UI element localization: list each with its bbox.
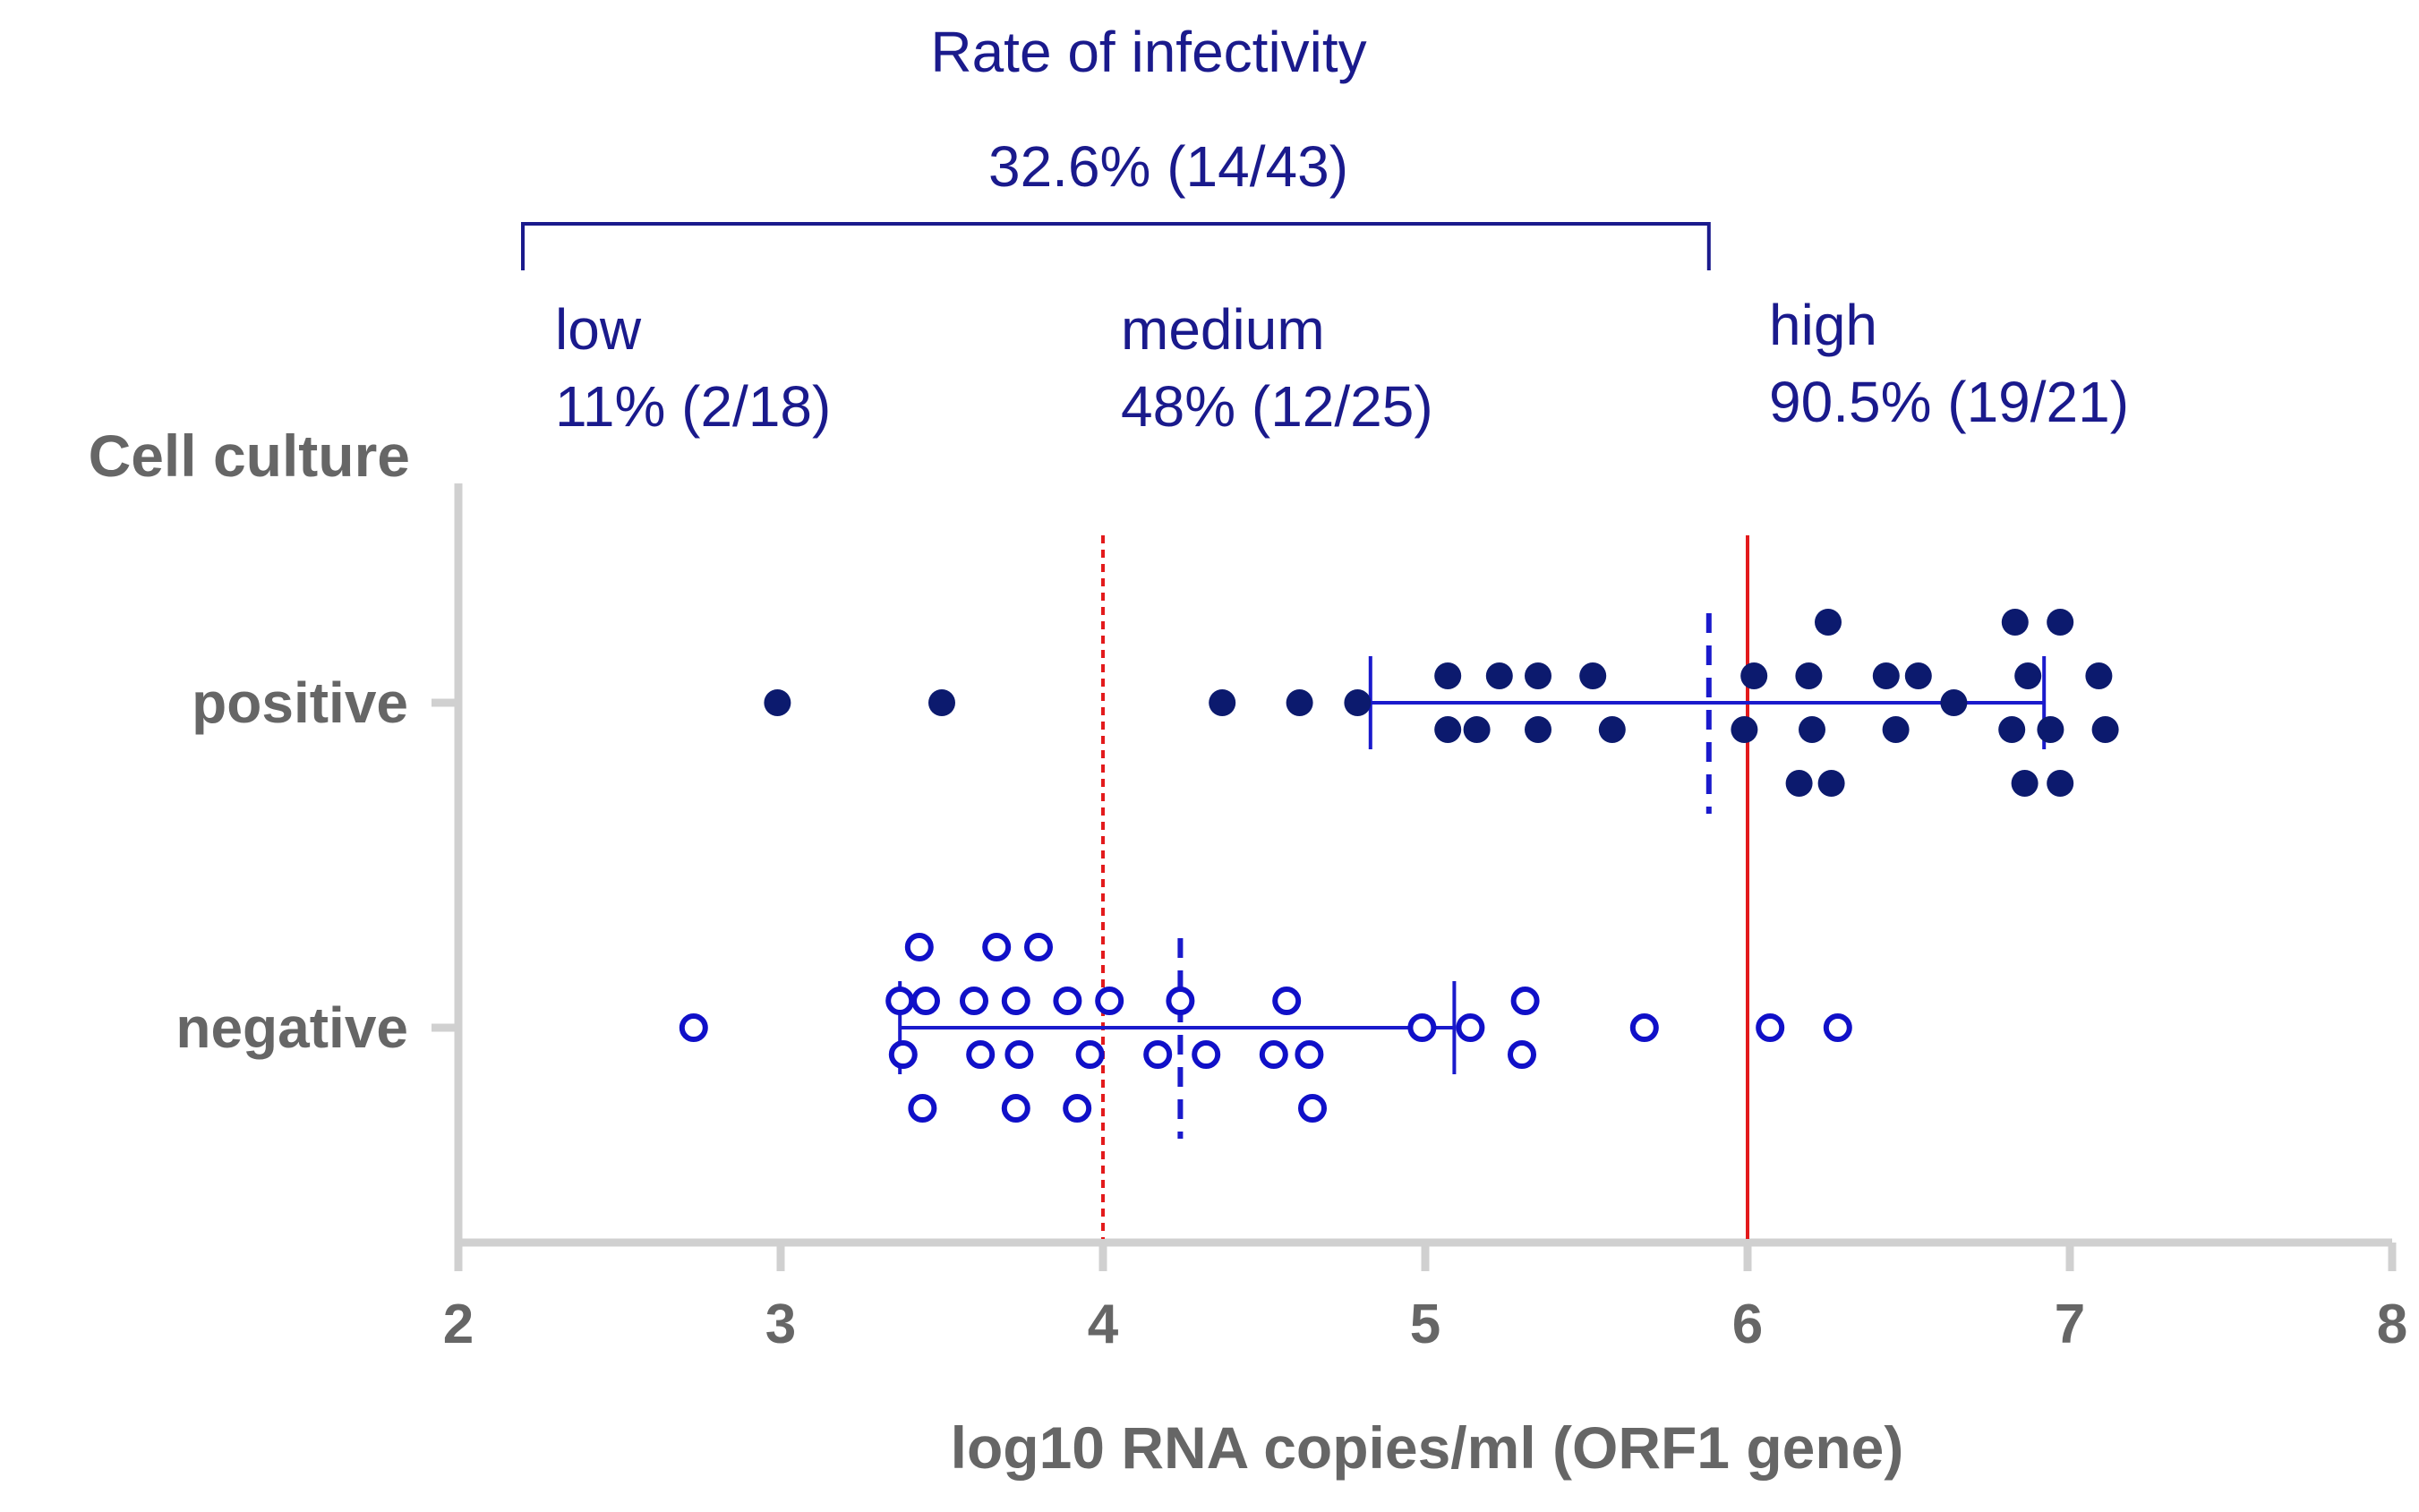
data-point-negative	[1001, 987, 1030, 1015]
data-point-positive	[1882, 716, 1910, 743]
threshold-lines	[1101, 535, 1749, 1239]
axes: positive negative 2 3 4 5 6 7 8 log10 RNA copi…	[175, 483, 2407, 1481]
data-point-negative	[904, 933, 934, 961]
zone-rate-high: 90.5% (19/21)	[1769, 370, 2129, 434]
data-point-negative	[908, 1094, 937, 1123]
data-point-negative	[1192, 1040, 1221, 1069]
data-point-negative	[1456, 1013, 1485, 1042]
header-bracket	[521, 222, 1711, 270]
data-point-negative	[885, 987, 915, 1015]
data-point-positive	[1286, 689, 1313, 716]
zone-rate-low: 11% (2/18)	[555, 374, 831, 439]
data-point-negative	[888, 1040, 918, 1069]
y-tick-label-positive: positive	[192, 671, 408, 735]
y-axis-title: Cell culture	[89, 423, 410, 489]
zone-label-medium: medium	[1121, 297, 1325, 362]
series	[679, 609, 2119, 1139]
x-tick-label: 3	[765, 1294, 796, 1355]
data-point-positive	[1817, 770, 1845, 797]
data-point-positive	[1209, 689, 1236, 716]
zone-labels: low 11% (2/18) medium 48% (12/25) high 9…	[555, 293, 2129, 439]
data-point-positive	[2001, 609, 2029, 636]
data-point-negative	[1001, 1094, 1030, 1123]
data-point-positive	[1940, 689, 1968, 716]
header: Rate of infectivity 32.6% (14/43)	[521, 20, 1711, 270]
y-tick-label-negative: negative	[175, 995, 408, 1060]
data-point-positive	[1795, 662, 1823, 689]
data-point-positive	[1785, 770, 1813, 797]
data-point-negative	[1024, 933, 1053, 961]
data-point-positive	[928, 689, 955, 716]
x-tick-label: 4	[1088, 1294, 1119, 1355]
data-point-negative	[1298, 1094, 1327, 1123]
data-point-positive	[1344, 689, 1372, 716]
data-point-negative	[982, 933, 1012, 961]
data-point-negative	[1272, 987, 1302, 1015]
data-point-positive	[1485, 662, 1513, 689]
x-tick-label: 6	[1732, 1294, 1763, 1355]
data-point-positive	[2085, 662, 2113, 689]
data-point-positive	[2091, 716, 2119, 743]
data-point-positive	[1731, 716, 1758, 743]
data-point-positive	[2047, 770, 2074, 797]
header-title: Rate of infectivity	[930, 20, 1366, 84]
x-axis-label: log10 RNA copies/ml (ORF1 gene)	[951, 1414, 1904, 1481]
data-point-negative	[1075, 1040, 1105, 1069]
data-point-positive	[1799, 716, 1825, 743]
data-point-negative	[1053, 987, 1082, 1015]
zone-rate-medium: 48% (12/25)	[1121, 374, 1433, 439]
data-point-negative	[960, 987, 988, 1015]
data-point-positive	[1904, 662, 1932, 689]
data-point-negative	[1259, 1040, 1288, 1069]
data-point-positive	[1998, 716, 2026, 743]
data-point-negative	[1004, 1040, 1034, 1069]
data-point-positive	[1815, 609, 1842, 636]
x-tick-label: 7	[2055, 1294, 2085, 1355]
data-point-negative	[1095, 987, 1124, 1015]
x-tick-label: 8	[2377, 1294, 2407, 1355]
data-point-positive	[2047, 609, 2074, 636]
data-point-positive	[1598, 716, 1626, 743]
data-point-negative	[1629, 1013, 1659, 1042]
header-overall-rate: 32.6% (14/43)	[988, 134, 1348, 199]
data-point-negative	[1510, 987, 1540, 1015]
data-point-positive	[1434, 662, 1462, 689]
data-point-negative	[1823, 1013, 1852, 1042]
data-point-positive	[2037, 716, 2064, 743]
data-point-negative	[1407, 1013, 1437, 1042]
series-negative	[679, 933, 1852, 1139]
data-point-positive	[2014, 662, 2042, 689]
zone-label-low: low	[555, 297, 642, 362]
data-point-positive	[764, 689, 791, 716]
data-point-positive	[1463, 716, 1491, 743]
data-point-negative	[1756, 1013, 1785, 1042]
data-point-positive	[2011, 770, 2039, 797]
data-point-positive	[1525, 662, 1551, 689]
x-tick-label: 2	[443, 1294, 474, 1355]
x-tick-label: 5	[1410, 1294, 1440, 1355]
data-point-negative	[966, 1040, 996, 1069]
zone-label-high: high	[1769, 293, 1877, 357]
data-point-positive	[1740, 662, 1768, 689]
data-point-negative	[1295, 1040, 1324, 1069]
data-point-negative	[911, 987, 940, 1015]
data-point-positive	[1434, 716, 1462, 743]
data-point-negative	[679, 1013, 708, 1042]
data-point-negative	[1143, 1040, 1173, 1069]
data-point-negative	[1508, 1040, 1536, 1069]
data-point-positive	[1525, 716, 1551, 743]
data-point-positive	[1872, 662, 1900, 689]
series-positive	[764, 609, 2119, 814]
data-point-negative	[1063, 1094, 1092, 1123]
data-point-positive	[1579, 662, 1607, 689]
data-point-negative	[1166, 987, 1195, 1015]
x-ticks: 2 3 4 5 6 7 8	[443, 1243, 2407, 1355]
